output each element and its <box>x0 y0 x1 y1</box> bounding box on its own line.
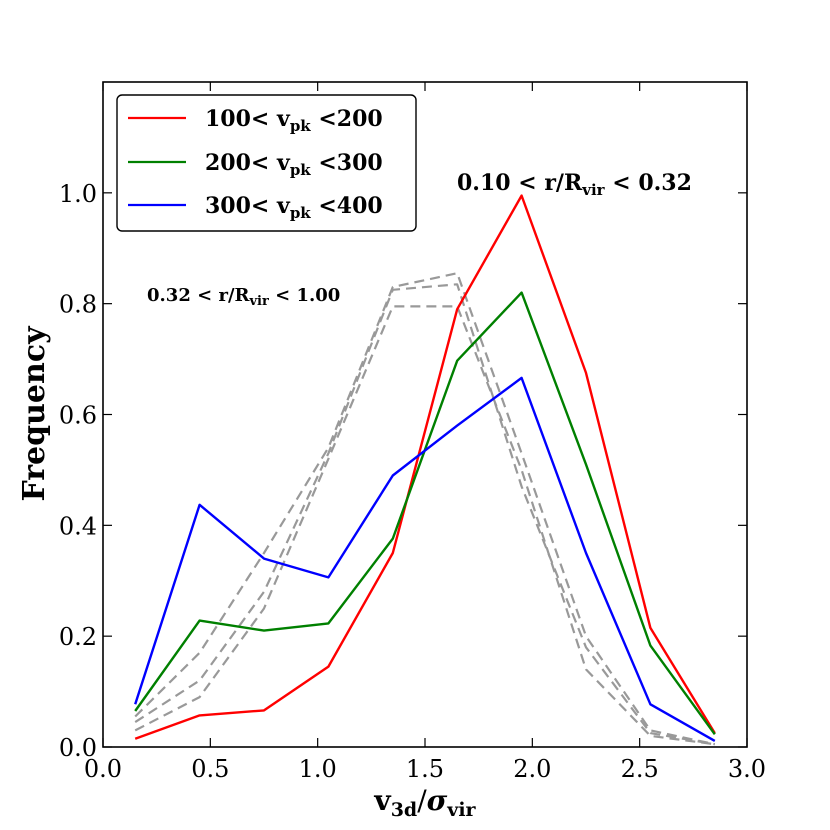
y-tick-label: 0.4 <box>59 512 97 540</box>
annotation-outer-post: < 1.00 <box>269 285 340 306</box>
y-axis-label: Frequency <box>17 325 52 502</box>
x-tick-label: 0.0 <box>84 755 122 783</box>
x-tick-label: 1.5 <box>406 755 444 783</box>
legend-label-1-pre: 100< v <box>205 106 291 132</box>
annotation-outer-radius: 0.32 < r/Rvir < 1.00 <box>147 285 340 309</box>
x-axis-label-sigma-sub: vir <box>446 799 476 821</box>
x-axis-label-sigma: σ <box>427 784 448 817</box>
legend-label-1-sub: pk <box>290 117 311 135</box>
legend: 100< vpk <200 200< vpk <300 300< vpk <40… <box>116 94 417 232</box>
legend-label-2: 200< vpk <300 <box>205 150 383 179</box>
legend-box <box>116 94 417 232</box>
series-line-1 <box>134 194 716 740</box>
x-axis-label: v3d/σvir <box>373 784 476 821</box>
y-tick-label: 0.6 <box>59 402 97 430</box>
ticks-layer: 0.0 0.5 1.0 1.5 2.0 2.5 3.0 0.0 0.2 0.4 0.6 0.8 1.0 <box>59 82 766 783</box>
annotation-inner-sub: vir <box>581 181 605 199</box>
annotation-outer-pre: 0.32 < r/R <box>147 285 251 306</box>
x-axis-label-main: v <box>373 784 391 817</box>
annotation-inner-radius: 0.10 < r/Rvir < 0.32 <box>457 170 692 199</box>
x-axis-label-main-sub: 3d <box>391 799 418 821</box>
series-line-outer-dashed-5 <box>134 272 716 746</box>
x-tick-label: 1.0 <box>299 755 337 783</box>
series-line-3 <box>134 376 716 742</box>
y-tick-label: 0.0 <box>59 734 97 762</box>
plot-layer <box>134 194 716 746</box>
legend-label-3-pre: 300< v <box>205 193 291 219</box>
legend-label-1: 100< vpk <200 <box>205 106 383 135</box>
legend-label-3: 300< vpk <400 <box>205 193 383 222</box>
plot-frame <box>102 81 748 748</box>
legend-label-2-pre: 200< v <box>205 150 291 176</box>
annotation-inner-pre: 0.10 < r/R <box>457 170 583 196</box>
x-tick-label: 2.5 <box>621 755 659 783</box>
legend-label-3-post: <400 <box>311 193 383 219</box>
y-tick-label: 0.8 <box>59 291 97 319</box>
legend-label-1-post: <200 <box>311 106 383 132</box>
x-tick-label: 0.5 <box>191 755 229 783</box>
annotation-inner-post: < 0.32 <box>605 170 692 196</box>
series-line-outer-dashed-4 <box>134 283 715 746</box>
x-axis-label-slash: / <box>417 784 427 817</box>
legend-label-2-sub: pk <box>290 161 311 179</box>
x-tick-label: 3.0 <box>728 755 766 783</box>
y-tick-label: 0.2 <box>59 623 97 651</box>
legend-label-2-post: <300 <box>311 150 383 176</box>
x-tick-label: 2.0 <box>513 755 551 783</box>
y-tick-label: 1.0 <box>59 180 97 208</box>
legend-label-3-sub: pk <box>290 204 311 222</box>
annotation-outer-sub: vir <box>248 294 268 309</box>
